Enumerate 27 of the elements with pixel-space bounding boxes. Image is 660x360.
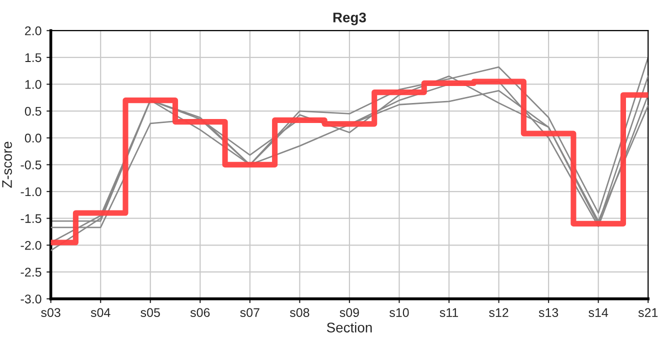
y-tick-label: -1.5 [20, 214, 42, 223]
y-tick-label: -2.5 [20, 268, 42, 277]
x-tick-label: s10 [390, 308, 409, 318]
x-tick-label: s08 [290, 308, 310, 318]
y-axis-title: Z-score [2, 142, 12, 188]
x-tick-label: s03 [41, 308, 60, 318]
x-tick-label: s12 [489, 308, 508, 318]
y-tick-label: 2.0 [25, 26, 42, 36]
x-tick-label: s21 [638, 308, 658, 318]
y-tick-label: -2.0 [20, 240, 42, 250]
x-tick-label: s13 [538, 308, 558, 318]
y-tick-label: 0.5 [24, 106, 42, 116]
x-tick-label: s04 [90, 308, 110, 318]
x-tick-label: s11 [440, 308, 458, 318]
y-tick-label: 1.0 [25, 80, 42, 89]
y-tick-label: -0.5 [20, 160, 42, 170]
y-tick-label: -1.0 [20, 187, 42, 196]
x-tick-label: s09 [340, 308, 359, 318]
y-tick-label: 1.5 [25, 53, 42, 62]
x-tick-label: s06 [190, 308, 210, 318]
y-tick-label: 0.0 [24, 134, 42, 143]
x-axis-title: Section [326, 322, 372, 332]
x-tick-label: s05 [140, 308, 160, 318]
x-tick-label: s14 [588, 308, 608, 318]
y-tick-label: -3.0 [20, 294, 42, 304]
x-tick-label: s07 [240, 308, 260, 318]
chart-title: Reg3 [333, 12, 366, 26]
